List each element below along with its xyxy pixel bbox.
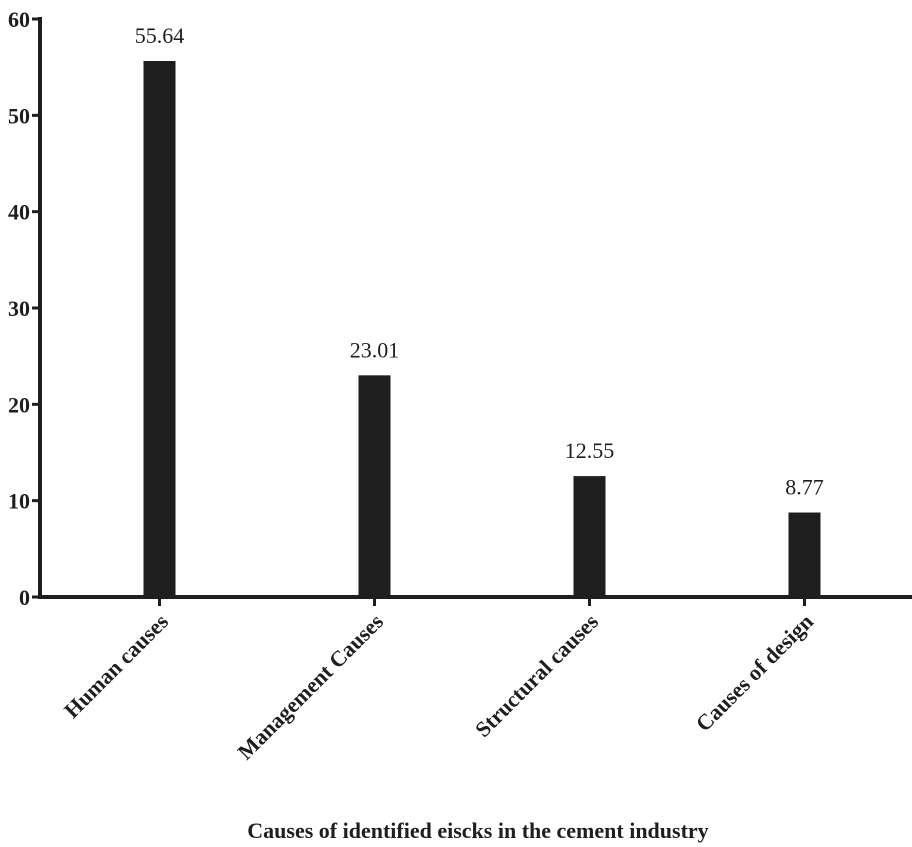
y-tick-label: 40 (8, 200, 30, 225)
y-tick-label: 0 (19, 585, 30, 610)
data-label: 8.77 (785, 475, 824, 500)
data-label: 55.64 (135, 23, 185, 48)
y-tick-label: 50 (8, 103, 30, 128)
bar (358, 375, 391, 597)
bars (143, 61, 821, 597)
bar (143, 61, 176, 597)
x-axis-title: Causes of identified eiscks in the cemen… (247, 818, 708, 843)
y-tick-label: 10 (8, 489, 30, 514)
data-labels: 55.64 23.01 12.55 8.77 (135, 23, 824, 500)
y-tick-label: 30 (8, 296, 30, 321)
data-label: 23.01 (350, 337, 400, 362)
data-label: 12.55 (565, 438, 615, 463)
category-labels: Human causes Management Causes Structural … (59, 609, 818, 765)
x-tick-label: Causes of design (691, 609, 818, 736)
x-tick-label: Management Causes (233, 609, 389, 765)
x-axis (38, 595, 912, 606)
x-tick-label: Human causes (59, 609, 173, 723)
y-axis: 0 10 20 30 40 50 60 (8, 7, 42, 610)
x-tick-label: Structural causes (470, 609, 603, 742)
bar (573, 476, 606, 597)
y-tick-label: 20 (8, 392, 30, 417)
bar (788, 512, 821, 597)
y-tick-label: 60 (8, 7, 30, 32)
